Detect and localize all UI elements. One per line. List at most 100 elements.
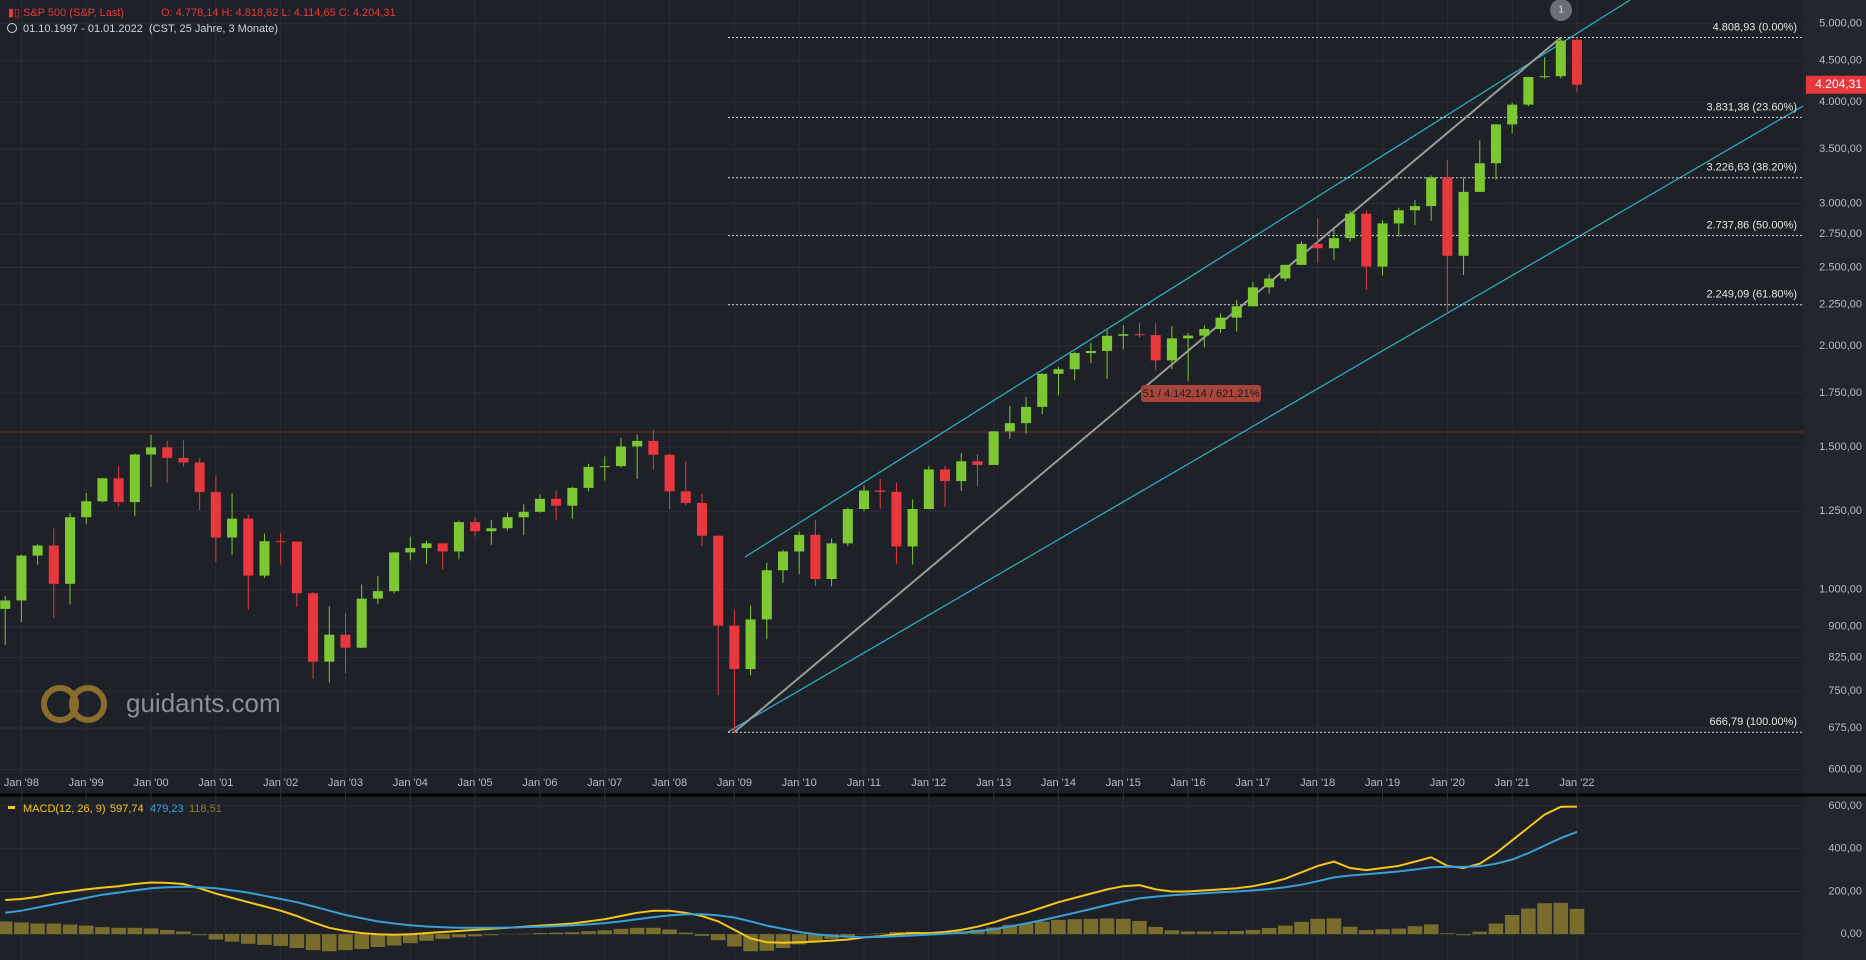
x-tick-label: Jan '15 (1106, 777, 1141, 789)
histogram-bar (1261, 927, 1277, 935)
symbol-icon: ▮▯ (8, 7, 20, 19)
histogram-bar (629, 927, 645, 935)
histogram-bar (484, 934, 499, 936)
candle-body (534, 498, 545, 512)
histogram-bar (1245, 929, 1261, 935)
x-tick-label: Jan '03 (328, 777, 363, 789)
candle-body (907, 509, 918, 547)
candle-body (421, 543, 432, 549)
candle-body (162, 447, 173, 458)
trend-line (733, 36, 1562, 733)
histogram-bar (1310, 918, 1326, 935)
histogram-bar (1504, 914, 1520, 935)
x-tick-label: Jan '98 (4, 777, 39, 789)
candle-body (1199, 329, 1210, 336)
histogram-bar (257, 934, 272, 945)
watermark-text: guidants.com (126, 688, 281, 718)
histogram-bar (1115, 918, 1131, 935)
candle-body (956, 461, 967, 482)
x-tick-label: Jan '17 (1235, 777, 1270, 789)
histogram-bar (1423, 924, 1439, 935)
candle-body (1426, 177, 1437, 207)
y-tick-label: 675,00 (1828, 722, 1862, 734)
macd-legend-swatch (8, 806, 15, 809)
annotation-box (1141, 385, 1261, 402)
candle-body (1280, 264, 1291, 279)
histogram-bar (111, 927, 126, 935)
histogram-bar (597, 930, 613, 935)
candle-body (502, 517, 513, 529)
histogram-bar (95, 927, 110, 935)
x-tick-label: Jan '11 (847, 777, 881, 789)
candle-body (1328, 238, 1339, 249)
candle-body (1361, 213, 1372, 267)
histogram-bar (1569, 908, 1585, 935)
candle-body (632, 440, 643, 447)
histogram-bar (1488, 923, 1504, 935)
histogram-bar (775, 934, 791, 949)
macd-title: MACD(12, 26, 9) (23, 803, 106, 815)
candle-body (1296, 243, 1307, 265)
histogram-bar (305, 934, 321, 951)
logo-ring (69, 685, 107, 723)
x-tick-label: Jan '12 (911, 777, 946, 789)
candle-body (583, 466, 594, 488)
candle-body (1490, 124, 1502, 164)
histogram-bar (872, 933, 888, 935)
histogram-bar (0, 921, 13, 935)
candle-body (291, 541, 302, 594)
histogram-bar (1099, 918, 1115, 935)
candle-body (81, 501, 92, 518)
histogram-bar (1521, 908, 1536, 935)
histogram-bar (548, 932, 564, 935)
histogram-bar (176, 931, 191, 935)
candle-body (1053, 369, 1064, 374)
candle-body (0, 600, 11, 609)
histogram-bar (467, 934, 483, 937)
y-tick-label: 2.250,00 (1819, 298, 1862, 310)
candle-body (1150, 335, 1161, 361)
fib-label: 3.226,63 (38.20%) (1706, 162, 1797, 174)
macd-y-tick-label: 400,00 (1828, 843, 1862, 855)
candle-body (1539, 76, 1550, 78)
y-tick-label: 1.250,00 (1819, 505, 1862, 517)
candle-body (97, 478, 108, 502)
histogram-bar (1440, 933, 1455, 935)
fib-label: 3.831,38 (23.60%) (1706, 101, 1797, 113)
y-tick-label: 900,00 (1828, 621, 1862, 633)
candle-body (32, 545, 43, 556)
histogram-bar (62, 924, 78, 935)
grid (0, 0, 1803, 960)
y-tick-label: 2.500,00 (1819, 261, 1862, 273)
x-tick-label: Jan '09 (717, 777, 752, 789)
macd-line (5, 830, 1578, 939)
fib-label: 4.808,93 (0.00%) (1713, 21, 1797, 33)
candle-body (1118, 334, 1129, 336)
x-tick-label: Jan '22 (1559, 777, 1594, 789)
header: ▮▯ S&P 500 (S&P, Last) O: 4.778,14 H: 4.… (7, 7, 396, 815)
histogram-bar (159, 929, 175, 935)
plot (0, 36, 1583, 733)
histogram-bar (1294, 921, 1309, 935)
candle-body (1004, 423, 1015, 432)
candle-body (794, 534, 805, 552)
histogram-bar (1456, 934, 1471, 936)
histogram-bar (386, 934, 402, 946)
candle-body (1134, 334, 1145, 336)
histogram-bar (1229, 930, 1245, 935)
macd-y-tick-label: 200,00 (1828, 885, 1862, 897)
candle-body (1166, 338, 1177, 361)
histogram-bar (791, 934, 807, 945)
histogram-bar (613, 928, 629, 935)
histogram-bar (338, 934, 353, 951)
histogram-bar (1278, 925, 1293, 935)
candle-body (1085, 350, 1096, 354)
histogram-bar (46, 923, 62, 935)
candle-body (16, 555, 27, 601)
candle-body (1231, 306, 1242, 318)
histogram-value: 118,51 (189, 803, 222, 815)
histogram-bar (565, 932, 580, 935)
candle-body (470, 522, 481, 532)
histogram-bar (289, 934, 305, 949)
